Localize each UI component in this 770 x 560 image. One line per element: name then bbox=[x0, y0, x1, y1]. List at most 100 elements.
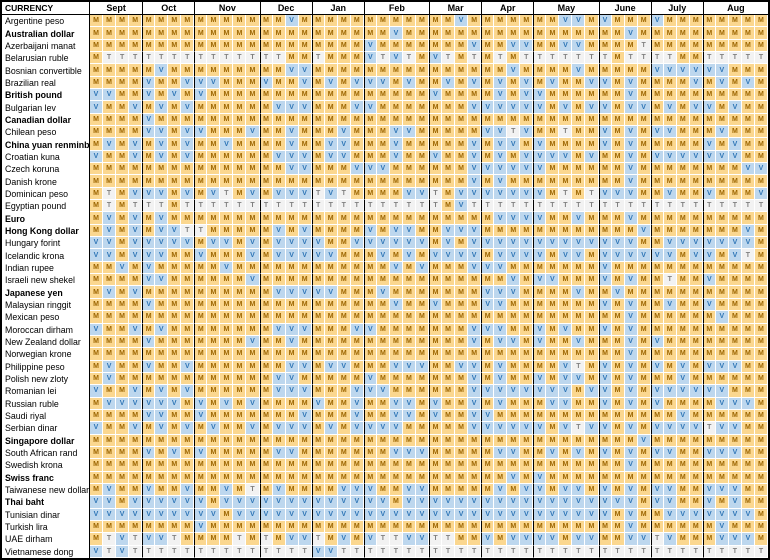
week-cell[interactable]: T bbox=[572, 360, 586, 373]
week-cell[interactable]: M bbox=[337, 52, 351, 65]
week-cell[interactable]: T bbox=[285, 545, 299, 558]
week-cell[interactable]: T bbox=[233, 545, 247, 558]
week-cell[interactable]: M bbox=[611, 385, 625, 398]
week-cell[interactable]: M bbox=[311, 335, 325, 349]
week-cell[interactable]: M bbox=[90, 261, 104, 275]
week-cell[interactable]: M bbox=[741, 409, 755, 423]
week-cell[interactable]: M bbox=[754, 224, 768, 238]
week-cell[interactable]: M bbox=[181, 274, 195, 287]
week-cell[interactable]: V bbox=[298, 64, 312, 77]
week-cell[interactable]: V bbox=[598, 138, 612, 151]
week-cell[interactable]: V bbox=[546, 533, 560, 546]
week-cell[interactable]: M bbox=[220, 163, 234, 176]
week-cell[interactable]: M bbox=[715, 15, 729, 28]
week-cell[interactable]: V bbox=[598, 126, 612, 139]
week-cell[interactable]: M bbox=[546, 113, 560, 127]
week-cell[interactable]: V bbox=[715, 64, 729, 77]
week-cell[interactable]: M bbox=[676, 348, 690, 361]
week-cell[interactable]: V bbox=[90, 422, 104, 435]
week-cell[interactable]: M bbox=[689, 471, 703, 484]
week-cell[interactable]: M bbox=[481, 520, 495, 534]
week-cell[interactable]: M bbox=[285, 76, 299, 90]
week-cell[interactable]: M bbox=[259, 101, 273, 114]
week-cell[interactable]: M bbox=[455, 286, 469, 299]
week-cell[interactable]: M bbox=[520, 311, 534, 324]
week-cell[interactable]: V bbox=[376, 508, 390, 521]
week-cell[interactable]: M bbox=[468, 15, 482, 28]
week-cell[interactable]: M bbox=[337, 249, 351, 262]
week-cell[interactable]: V bbox=[181, 237, 195, 250]
week-cell[interactable]: M bbox=[311, 274, 325, 287]
week-cell[interactable]: V bbox=[741, 76, 755, 90]
week-cell[interactable]: M bbox=[676, 224, 690, 238]
week-cell[interactable]: T bbox=[559, 545, 573, 558]
week-cell[interactable]: M bbox=[442, 459, 456, 472]
week-cell[interactable]: M bbox=[598, 150, 612, 164]
week-cell[interactable]: M bbox=[311, 175, 325, 188]
week-cell[interactable]: M bbox=[546, 311, 560, 324]
week-cell[interactable]: V bbox=[676, 385, 690, 398]
week-cell[interactable]: M bbox=[103, 323, 117, 336]
week-cell[interactable]: M bbox=[507, 175, 521, 188]
week-cell[interactable]: M bbox=[754, 64, 768, 77]
week-cell[interactable]: M bbox=[415, 385, 429, 398]
week-cell[interactable]: V bbox=[181, 76, 195, 90]
week-cell[interactable]: V bbox=[520, 508, 534, 521]
week-cell[interactable]: M bbox=[520, 409, 534, 423]
week-cell[interactable]: M bbox=[298, 175, 312, 188]
week-cell[interactable]: M bbox=[429, 446, 443, 460]
month-header-june[interactable]: June bbox=[598, 2, 651, 15]
week-cell[interactable]: M bbox=[142, 311, 156, 324]
week-cell[interactable]: M bbox=[715, 224, 729, 238]
week-cell[interactable]: M bbox=[285, 274, 299, 287]
week-cell[interactable]: M bbox=[741, 261, 755, 275]
week-cell[interactable]: M bbox=[363, 446, 377, 460]
week-cell[interactable]: T bbox=[481, 200, 495, 213]
currency-row-label[interactable]: Argentine peso bbox=[2, 15, 90, 28]
week-cell[interactable]: M bbox=[181, 335, 195, 349]
week-cell[interactable]: M bbox=[663, 372, 677, 386]
week-cell[interactable]: V bbox=[598, 187, 612, 201]
week-cell[interactable]: M bbox=[546, 15, 560, 28]
week-cell[interactable]: V bbox=[468, 101, 482, 114]
week-cell[interactable]: V bbox=[598, 298, 612, 312]
week-cell[interactable]: M bbox=[220, 286, 234, 299]
week-cell[interactable]: T bbox=[650, 533, 664, 546]
week-cell[interactable]: V bbox=[507, 508, 521, 521]
week-cell[interactable]: V bbox=[689, 237, 703, 250]
week-cell[interactable]: M bbox=[376, 397, 390, 410]
week-cell[interactable]: V bbox=[507, 249, 521, 262]
week-cell[interactable]: V bbox=[220, 397, 234, 410]
week-cell[interactable]: M bbox=[350, 372, 364, 386]
week-cell[interactable]: M bbox=[311, 471, 325, 484]
week-cell[interactable]: M bbox=[415, 175, 429, 188]
week-cell[interactable]: M bbox=[324, 274, 338, 287]
week-cell[interactable]: V bbox=[285, 249, 299, 262]
week-cell[interactable]: M bbox=[142, 27, 156, 40]
week-cell[interactable]: M bbox=[116, 237, 130, 250]
week-cell[interactable]: V bbox=[142, 249, 156, 262]
week-cell[interactable]: M bbox=[402, 274, 416, 287]
week-cell[interactable]: T bbox=[363, 200, 377, 213]
week-cell[interactable]: M bbox=[363, 64, 377, 77]
currency-row-label[interactable]: Canadian dollar bbox=[2, 113, 90, 127]
week-cell[interactable]: V bbox=[689, 249, 703, 262]
week-cell[interactable]: V bbox=[298, 385, 312, 398]
week-cell[interactable]: M bbox=[194, 138, 208, 151]
week-cell[interactable]: M bbox=[741, 323, 755, 336]
week-cell[interactable]: V bbox=[702, 237, 716, 250]
week-cell[interactable]: M bbox=[363, 126, 377, 139]
week-cell[interactable]: V bbox=[468, 422, 482, 435]
week-cell[interactable]: V bbox=[350, 237, 364, 250]
week-cell[interactable]: V bbox=[311, 249, 325, 262]
week-cell[interactable]: M bbox=[468, 274, 482, 287]
week-cell[interactable]: M bbox=[650, 508, 664, 521]
week-cell[interactable]: M bbox=[194, 163, 208, 176]
week-cell[interactable]: V bbox=[103, 237, 117, 250]
month-header-sept[interactable]: Sept bbox=[90, 2, 143, 15]
week-cell[interactable]: M bbox=[415, 27, 429, 40]
week-cell[interactable]: M bbox=[259, 261, 273, 275]
week-cell[interactable]: M bbox=[728, 335, 742, 349]
week-cell[interactable]: V bbox=[702, 274, 716, 287]
week-cell[interactable]: V bbox=[559, 483, 573, 497]
